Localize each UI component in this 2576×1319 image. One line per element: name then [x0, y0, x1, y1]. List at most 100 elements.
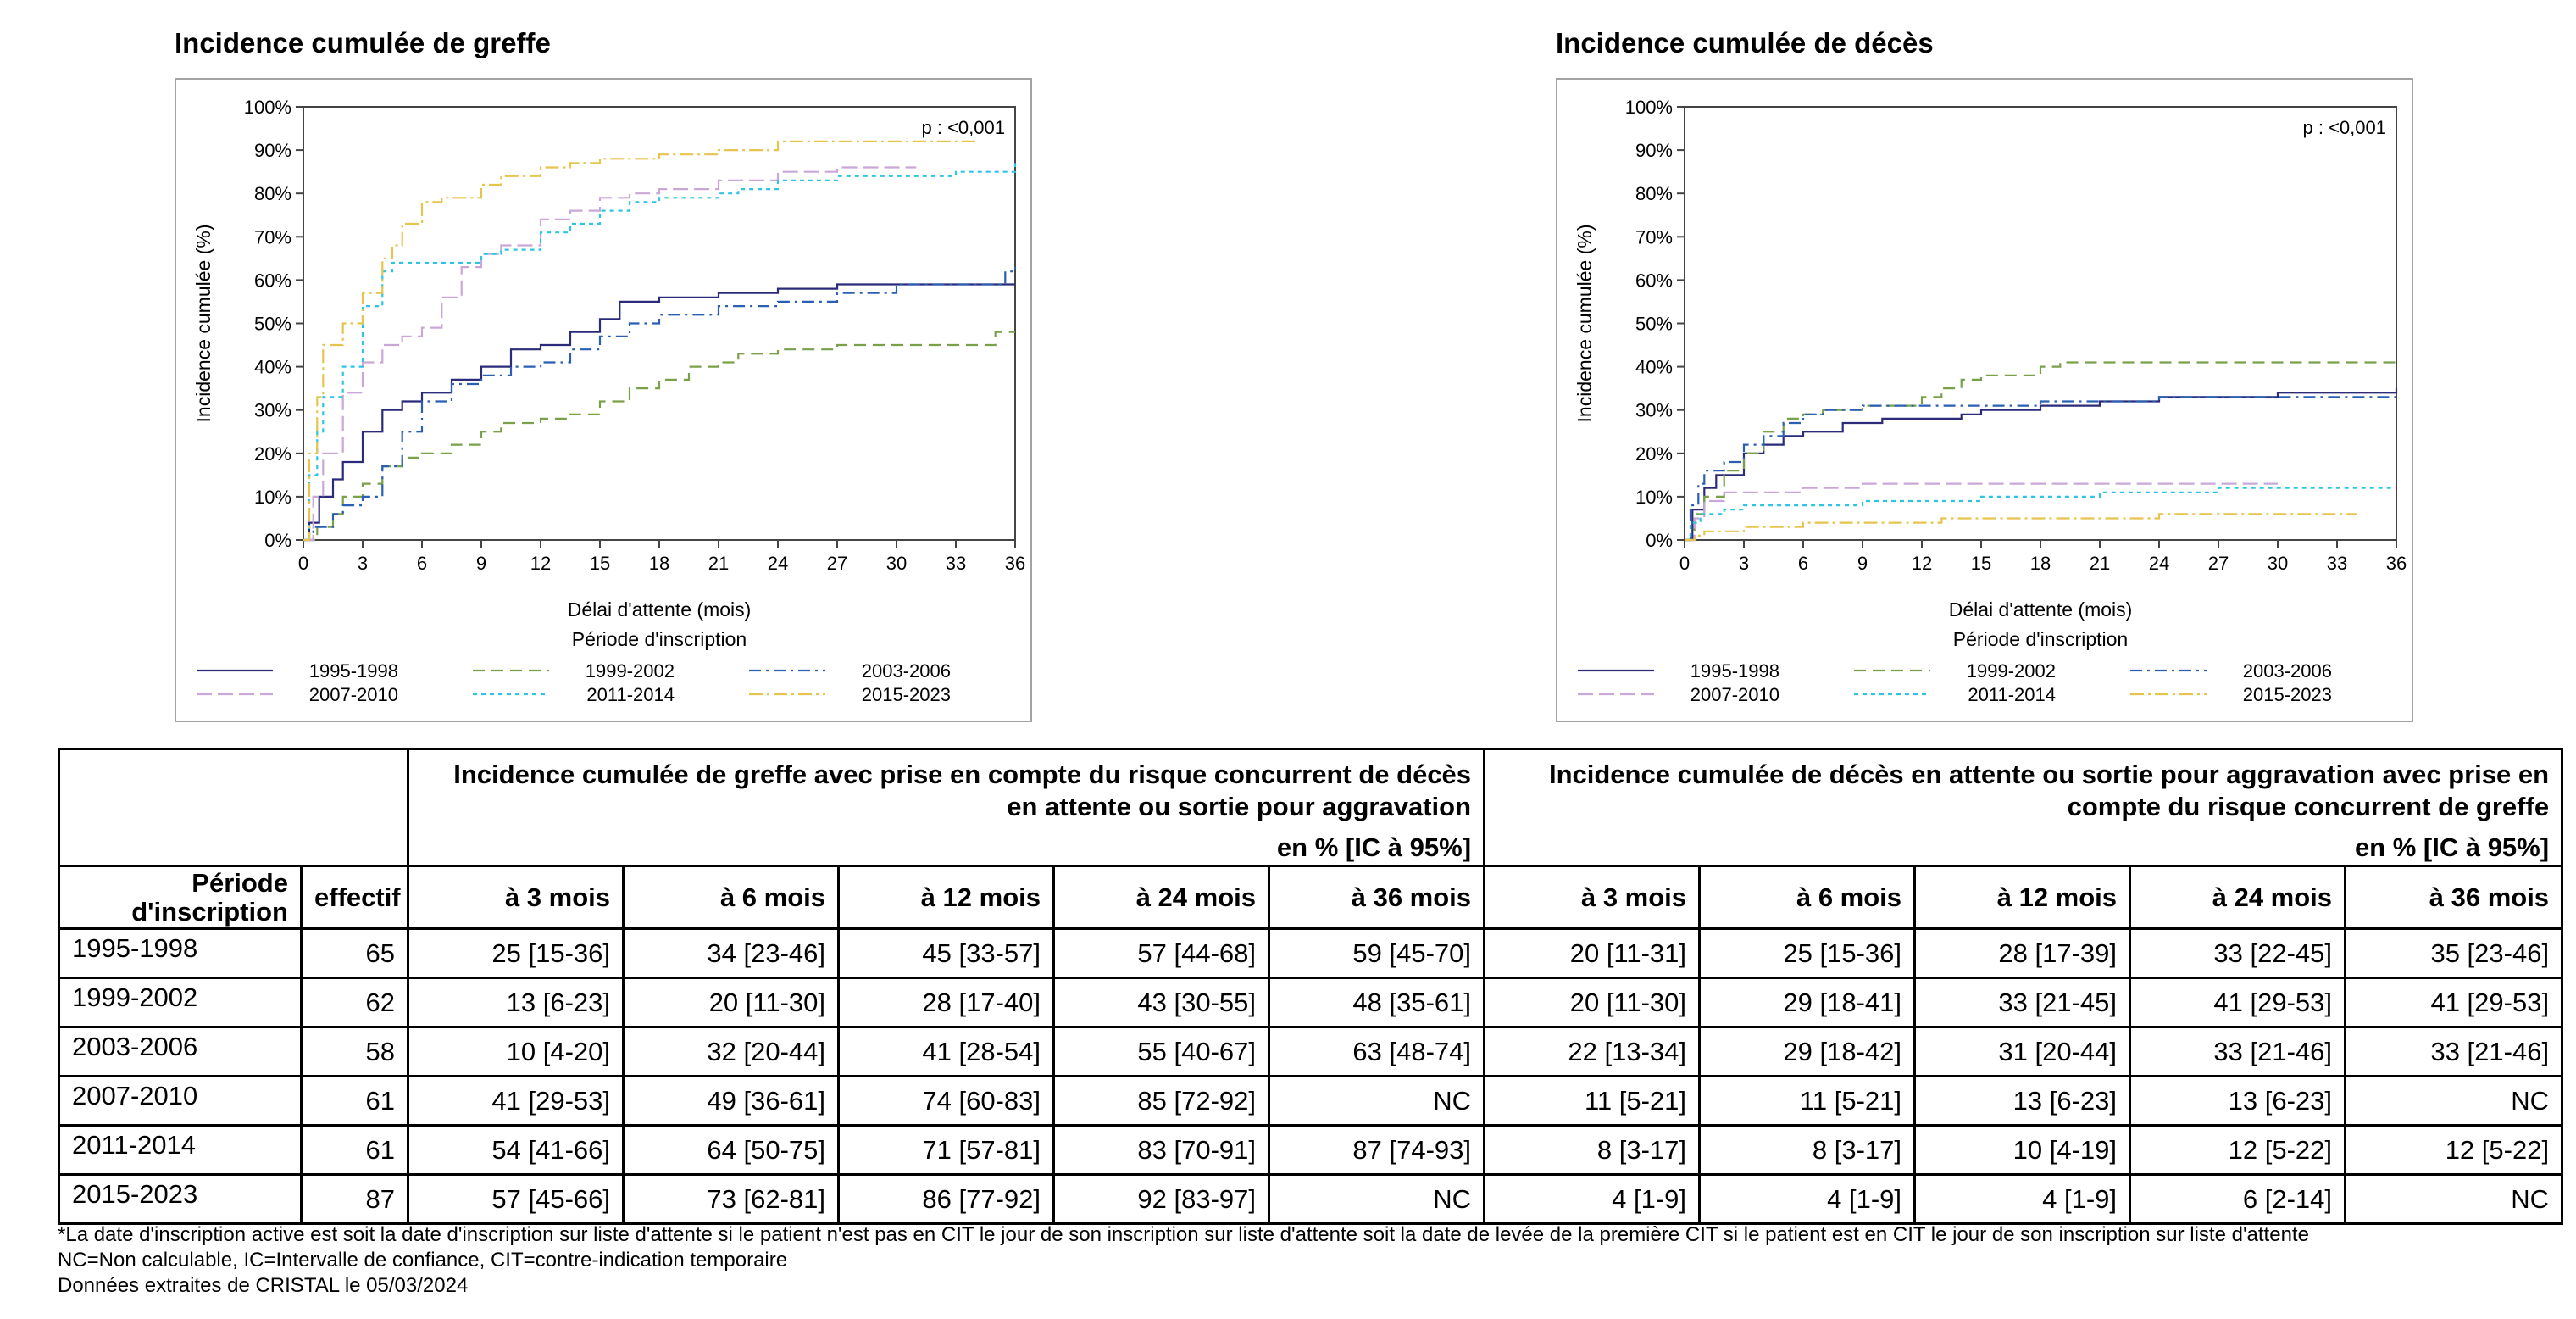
- chart-frame-deces: 0% 10% 20% 30% 40% 50% 60% 70% 80% 90% 100% 0 3 6 9 12 1…: [1556, 78, 2413, 722]
- cell-effectif: 61: [300, 1075, 409, 1127]
- y-tick-label: 80%: [1635, 183, 1673, 204]
- header-greffe-36m: à 36 mois: [1267, 865, 1486, 930]
- chart-title-greffe: Incidence cumulée de greffe: [175, 27, 551, 58]
- y-tick-label: 60%: [254, 270, 291, 291]
- cell-deces: 4 [1-9]: [1483, 1173, 1702, 1225]
- legend-label: 2007-2010: [1690, 684, 1779, 705]
- cell-deces: 4 [1-9]: [1913, 1173, 2132, 1225]
- cell-deces: 11 [5-21]: [1483, 1075, 1702, 1127]
- series-line-2007-2010: [1685, 482, 2278, 542]
- y-tick-label: 90%: [1635, 140, 1673, 161]
- header-greffe-24m: à 24 mois: [1052, 865, 1270, 930]
- y-tick-label: 100%: [244, 97, 291, 118]
- cell-periode: 1995-1998: [58, 927, 303, 979]
- table-column-header-row: Période d'inscription effectif à 3 mois …: [58, 865, 2564, 930]
- header-greffe-3m: à 3 mois: [407, 865, 625, 930]
- cell-deces: 35 [23-46]: [2344, 927, 2564, 979]
- x-tick-label: 30: [2268, 553, 2288, 574]
- group-header-deces: Incidence cumulée de décès en attente ou…: [1483, 748, 2564, 867]
- legend-label: 2007-2010: [309, 684, 398, 705]
- header-deces-6m: à 6 mois: [1698, 865, 1917, 930]
- cell-greffe: 86 [77-92]: [837, 1173, 1055, 1225]
- chart-svg-greffe: 0%10%20%30%40%50%60%70%80%90%100%0 3 6 9 12 1…: [192, 97, 1025, 705]
- cell-periode: 2007-2010: [58, 1075, 303, 1127]
- header-periode: Période d'inscription: [58, 865, 303, 930]
- cell-greffe: 92 [83-97]: [1052, 1173, 1270, 1225]
- cell-greffe: 41 [29-53]: [407, 1075, 625, 1127]
- group-header-greffe-text: Incidence cumulée de greffe avec prise e…: [453, 760, 1472, 821]
- x-tick-label: 18: [2030, 553, 2051, 574]
- cell-effectif: 87: [300, 1173, 409, 1225]
- y-tick-label: 60%: [1635, 270, 1673, 291]
- series-line-2007-2010: [303, 166, 917, 542]
- cell-greffe: 54 [41-66]: [407, 1124, 625, 1176]
- cell-deces: 20 [11-30]: [1483, 977, 1702, 1028]
- x-tick-label: 36: [2386, 553, 2407, 574]
- cell-deces: 13 [6-23]: [2129, 1075, 2347, 1127]
- x-axis-label: Délai d'attente (mois): [1949, 598, 2133, 621]
- cell-deces: 33 [21-46]: [2344, 1026, 2564, 1077]
- cell-greffe: 28 [17-40]: [837, 977, 1055, 1028]
- p-value-annotation: p : <0,001: [922, 117, 1005, 138]
- table-row: 2003-2006 58 10 [4-20] 32 [20-44] 41 [28-54]…: [58, 1026, 2564, 1077]
- series-line-2015-2023: [1685, 513, 2357, 542]
- header-effectif: effectif: [300, 865, 409, 930]
- cell-deces: 33 [22-45]: [2129, 927, 2347, 979]
- series-line-2003-2006: [1685, 396, 2396, 542]
- unit-label-deces: en % [IC à 95%]: [2354, 832, 2550, 862]
- legend-label: 2015-2023: [862, 684, 951, 705]
- x-tick-label: 27: [2208, 553, 2229, 574]
- header-greffe-12m: à 12 mois: [837, 865, 1055, 930]
- cell-greffe: 74 [60-83]: [837, 1075, 1055, 1127]
- legend-label: 1999-2002: [1967, 660, 2056, 682]
- chart-frame-greffe: 0% 10% 20% 30% 40% 50% 60% 70% 80% 90% 100% 0 3 6 9 12 1…: [175, 78, 1032, 722]
- x-tick-label: 24: [768, 553, 788, 574]
- x-tick-label: 15: [590, 553, 610, 574]
- header-deces-12m: à 12 mois: [1913, 865, 2132, 930]
- footnotes: *La date d'inscription active est soit l…: [58, 1222, 2309, 1299]
- cell-deces: NC: [2344, 1173, 2564, 1225]
- cell-deces: 41 [29-53]: [2344, 977, 2564, 1028]
- series-line-1999-2002: [1685, 361, 2396, 542]
- cell-periode: 2003-2006: [58, 1026, 303, 1077]
- cell-greffe: 10 [4-20]: [407, 1026, 625, 1077]
- table-row: 2015-2023 87 57 [45-66] 73 [62-81] 86 [77-92…: [58, 1173, 2564, 1225]
- chart-title-deces: Incidence cumulée de décès: [1556, 27, 1934, 58]
- cell-deces: 31 [20-44]: [1913, 1026, 2132, 1077]
- chart-svg-deces: 0%10%20%30%40%50%60%70%80%90%100%0 3 6 9 12 1…: [1574, 97, 2407, 705]
- cell-greffe: 20 [11-30]: [622, 977, 840, 1028]
- series-line-1995-1998: [1685, 388, 2398, 542]
- cell-periode: 2015-2023: [58, 1173, 303, 1225]
- table-row: 2007-2010 61 41 [29-53] 49 [36-61] 74 [60-83…: [58, 1075, 2564, 1127]
- x-tick-label: 27: [827, 553, 847, 574]
- cell-greffe: 59 [45-70]: [1267, 927, 1486, 979]
- x-tick-label: 18: [649, 553, 669, 574]
- cell-deces: 33 [21-46]: [2129, 1026, 2347, 1077]
- legend-label: 1995-1998: [1690, 660, 1779, 682]
- cell-greffe: 41 [28-54]: [837, 1026, 1055, 1077]
- table-row: 1999-2002 62 13 [6-23] 20 [11-30] 28 [17-40]…: [58, 977, 2564, 1028]
- cell-greffe: 25 [15-36]: [407, 927, 625, 979]
- y-tick-label: 20%: [254, 443, 291, 465]
- legend-label: 2011-2014: [586, 684, 675, 705]
- cell-greffe: 85 [72-92]: [1052, 1075, 1270, 1127]
- y-tick-label: 40%: [1635, 357, 1673, 378]
- cell-effectif: 62: [300, 977, 409, 1028]
- header-deces-24m: à 24 mois: [2129, 865, 2347, 930]
- series-line-2011-2014: [1685, 487, 2396, 542]
- cell-deces: 4 [1-9]: [1698, 1173, 1917, 1225]
- group-header-deces-text: Incidence cumulée de décès en attente ou…: [1548, 760, 2550, 821]
- footnote-source: Données extraites de CRISTAL le 05/03/20…: [58, 1274, 469, 1297]
- table-empty-corner: [58, 748, 409, 867]
- cell-deces: 29 [18-42]: [1698, 1026, 1917, 1077]
- x-tick-label: 9: [476, 553, 486, 574]
- cell-deces: 8 [3-17]: [1483, 1124, 1702, 1176]
- cell-greffe: 43 [30-55]: [1052, 977, 1270, 1028]
- x-tick-label: 21: [708, 553, 729, 574]
- x-tick-label: 36: [1005, 553, 1025, 574]
- x-axis-label: Délai d'attente (mois): [568, 598, 752, 621]
- x-tick-label: 24: [2149, 553, 2169, 574]
- x-tick-label: 12: [530, 553, 551, 574]
- cell-deces: 10 [4-19]: [1913, 1124, 2132, 1176]
- cell-greffe: 64 [50-75]: [622, 1124, 840, 1176]
